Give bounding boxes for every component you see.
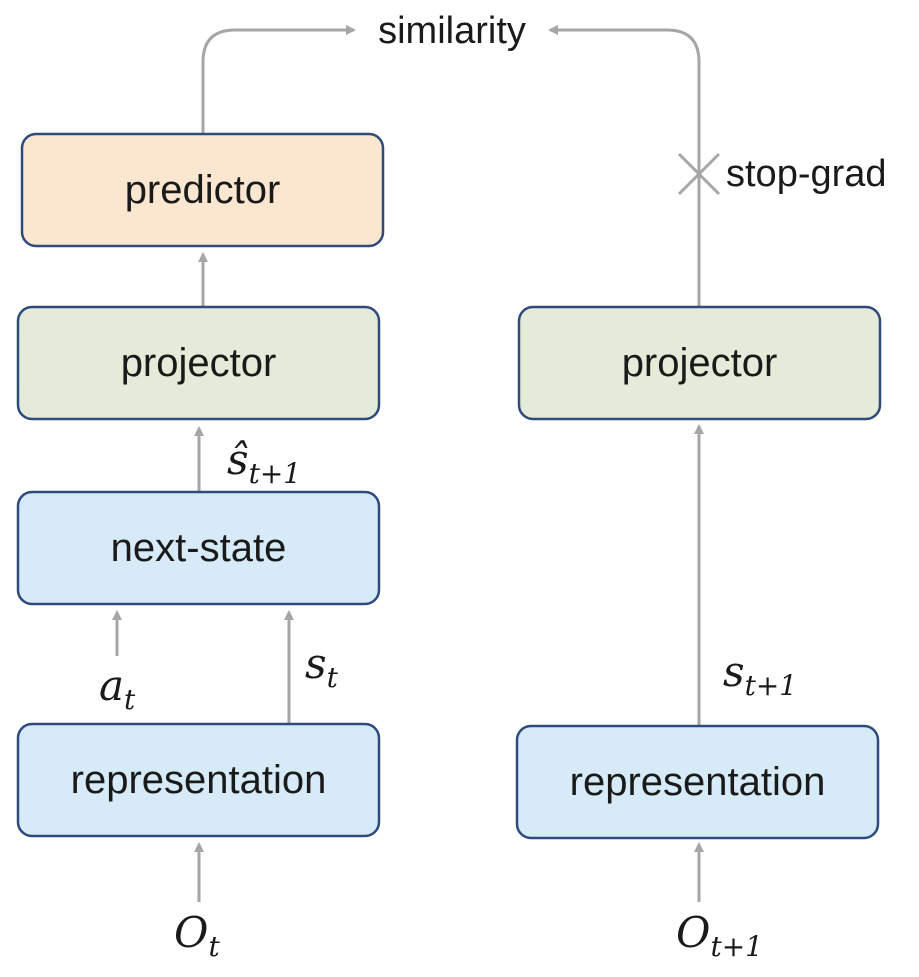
- representation-label-right: representation: [570, 760, 826, 804]
- arrow-predictor-to-similarity: [201, 25, 356, 133]
- next-state-box: next-state: [16, 490, 381, 606]
- a-t-label: at: [99, 661, 136, 716]
- representation-box-left: representation: [16, 722, 381, 838]
- representation-label-left: representation: [71, 758, 327, 802]
- next-state-label: next-state: [111, 526, 287, 570]
- projector-label-right: projector: [622, 341, 778, 385]
- projector-box-right: projector: [517, 305, 882, 421]
- predictor-label: predictor: [125, 168, 281, 212]
- o-t1-label: Ot+1: [676, 908, 763, 963]
- arrow-projector-to-similarity: [548, 25, 701, 306]
- projector-box-left: projector: [16, 305, 381, 421]
- s-hat-label: ŝt+1: [227, 435, 301, 490]
- s-t1-label: st+1: [723, 647, 797, 702]
- o-t-label: Ot: [174, 908, 220, 963]
- similarity-label: similarity: [378, 10, 526, 52]
- predictor-box: predictor: [20, 132, 385, 248]
- s-t-label: st: [305, 639, 339, 694]
- projector-label-left: projector: [121, 341, 277, 385]
- stop-grad-label: stop-grad: [726, 153, 887, 195]
- representation-box-right: representation: [515, 724, 880, 840]
- stop-grad-cross-icon: [677, 152, 721, 196]
